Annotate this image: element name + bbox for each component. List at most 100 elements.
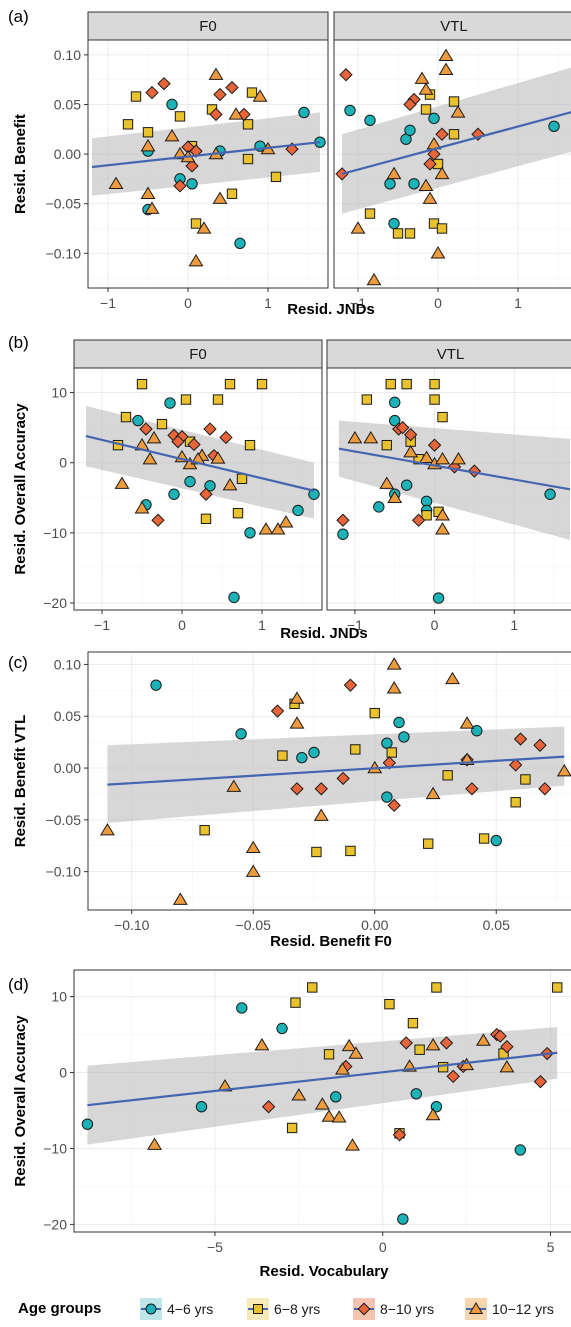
data-point bbox=[533, 738, 547, 752]
data-point bbox=[286, 1122, 298, 1134]
data-point bbox=[421, 510, 432, 521]
data-point bbox=[386, 747, 397, 758]
data-point bbox=[187, 437, 201, 452]
data-point bbox=[164, 397, 176, 409]
x-tick-label: 0 bbox=[379, 1239, 387, 1255]
data-point bbox=[278, 515, 294, 528]
confidence-band bbox=[87, 1026, 558, 1145]
data-point bbox=[393, 716, 405, 729]
data-point bbox=[308, 746, 320, 759]
data-point bbox=[398, 731, 410, 743]
data-point bbox=[232, 508, 244, 519]
data-point bbox=[411, 513, 426, 527]
regression-line bbox=[91, 141, 321, 169]
y-axis-title: Resid. Overall Accuracy bbox=[12, 1015, 29, 1187]
data-point bbox=[387, 798, 401, 813]
data-point bbox=[270, 704, 285, 718]
legend: Age groups 4−6 yrs 6−8 yrs 8−10 yrs 10−12 yr… bbox=[18, 1298, 554, 1320]
plot-border bbox=[326, 367, 571, 611]
data-point bbox=[544, 488, 556, 500]
data-point bbox=[331, 1110, 347, 1123]
x-axis-title: Resid. Vocabulary bbox=[260, 1263, 390, 1280]
data-point bbox=[381, 439, 392, 451]
data-point bbox=[407, 1017, 419, 1029]
data-point bbox=[410, 1088, 422, 1100]
x-tick-label: 0.05 bbox=[483, 917, 510, 933]
data-point bbox=[384, 998, 395, 1010]
data-point bbox=[435, 508, 450, 521]
data-point bbox=[212, 394, 224, 405]
data-point bbox=[344, 104, 356, 117]
x-tick-label: −1 bbox=[100, 295, 116, 311]
data-point bbox=[277, 750, 288, 761]
y-tick-label: 10 bbox=[51, 989, 67, 1005]
data-point bbox=[386, 166, 402, 180]
data-point bbox=[388, 217, 400, 230]
data-point bbox=[132, 414, 144, 427]
data-point bbox=[142, 451, 158, 465]
data-point bbox=[341, 1038, 357, 1052]
data-point bbox=[369, 707, 380, 719]
data-point bbox=[226, 779, 242, 792]
data-point bbox=[435, 451, 450, 465]
data-point bbox=[222, 477, 238, 491]
x-tick-label: −0.10 bbox=[114, 917, 150, 933]
y-tick-label: 0 bbox=[59, 455, 67, 471]
panel-letter: (c) bbox=[8, 653, 28, 672]
data-point bbox=[252, 89, 268, 102]
data-point bbox=[548, 120, 560, 133]
data-point bbox=[348, 1046, 364, 1059]
facet-vtl: VTL −1 0 1 bbox=[326, 339, 571, 633]
data-point bbox=[337, 528, 349, 540]
data-point bbox=[404, 228, 416, 239]
y-tick-label: 0.10 bbox=[54, 656, 81, 672]
data-point bbox=[438, 62, 454, 75]
confidence-band bbox=[107, 726, 565, 823]
legend-item: 8−10 yrs bbox=[353, 1298, 434, 1320]
data-point bbox=[236, 473, 248, 485]
y-axis-title: Resid. Benefit VTL bbox=[12, 715, 29, 848]
data-point bbox=[467, 464, 482, 478]
data-point bbox=[213, 87, 227, 102]
y-tick-label: −10 bbox=[43, 525, 67, 541]
facet-strip-label: VTL bbox=[437, 346, 465, 363]
x-tick-label: −1 bbox=[350, 295, 366, 311]
data-point bbox=[189, 144, 203, 158]
data-point bbox=[245, 864, 261, 877]
x-tick-label: −1 bbox=[94, 617, 110, 633]
facet-strip bbox=[87, 11, 329, 41]
data-point bbox=[150, 679, 162, 691]
data-point bbox=[403, 427, 418, 442]
data-point bbox=[228, 591, 240, 604]
legend-label: 10−12 yrs bbox=[492, 1301, 554, 1317]
data-point bbox=[244, 527, 256, 539]
data-point bbox=[270, 171, 282, 183]
data-point bbox=[465, 782, 479, 796]
plot-border bbox=[333, 39, 571, 289]
x-axis-title: Resid. JNDs bbox=[287, 301, 375, 318]
data-point bbox=[290, 782, 304, 796]
data-point bbox=[120, 411, 132, 423]
data-point bbox=[244, 439, 256, 451]
facet-strip-label: VTL bbox=[440, 18, 468, 35]
data-point bbox=[437, 1062, 449, 1073]
y-tick-label: −20 bbox=[43, 595, 67, 611]
data-point bbox=[292, 504, 304, 517]
data-point bbox=[490, 834, 502, 847]
data-point bbox=[425, 1037, 441, 1051]
data-point bbox=[500, 1040, 514, 1054]
data-point bbox=[245, 840, 261, 854]
data-point bbox=[234, 237, 246, 250]
data-point bbox=[350, 744, 361, 755]
data-point bbox=[228, 107, 244, 120]
data-point bbox=[188, 254, 204, 267]
y-axis-title: Resid. Overall Accuracy bbox=[12, 403, 29, 575]
data-point bbox=[313, 808, 329, 821]
y-tick-label: −0.10 bbox=[46, 245, 82, 261]
x-tick-label: 0 bbox=[184, 295, 192, 311]
data-point bbox=[459, 716, 475, 729]
legend-label: 6−8 yrs bbox=[274, 1301, 320, 1317]
data-point bbox=[224, 378, 236, 390]
data-point bbox=[339, 68, 353, 82]
panel-letter: (b) bbox=[8, 333, 29, 352]
